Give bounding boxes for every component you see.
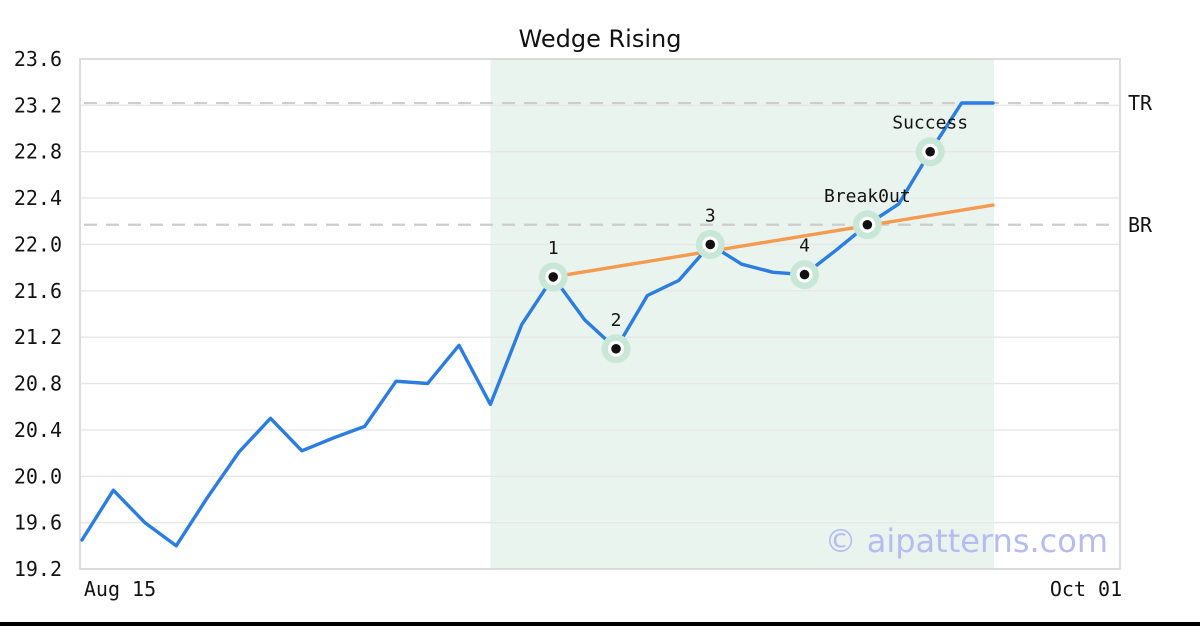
marker-dot (548, 272, 559, 282)
y-tick-label: 21.2 (14, 325, 62, 349)
annotation-label: Success (892, 113, 968, 134)
marker-dot (611, 343, 621, 354)
annotation-label: 3 (705, 205, 716, 226)
x-tick-label: Aug 15 (84, 577, 156, 601)
level-label: TR (1128, 91, 1153, 115)
y-tick-label: 22.8 (14, 140, 62, 164)
plot-border (79, 58, 1121, 570)
annotation-label: 4 (799, 236, 810, 257)
bottom-border-bar (0, 622, 1200, 626)
y-tick-label: 19.6 (14, 511, 62, 535)
y-tick-label: 21.6 (14, 279, 62, 303)
y-tick-label: 20.4 (14, 418, 62, 442)
annotation-label: Break0ut (824, 186, 911, 207)
y-tick-label: 23.2 (14, 93, 62, 117)
level-label: BR (1128, 213, 1153, 237)
watermark: © aipatterns.com (825, 522, 1108, 560)
y-tick-label: 22.0 (14, 232, 62, 256)
y-tick-label: 20.8 (14, 372, 62, 396)
annotation-label: 2 (611, 310, 622, 331)
annotation-label: 1 (548, 238, 559, 259)
y-tick-label: 19.2 (14, 557, 62, 581)
y-tick-label: 23.6 (14, 47, 62, 71)
x-tick-label: Oct 01 (1050, 577, 1122, 601)
marker-dot (799, 269, 810, 280)
marker-dot (705, 239, 716, 250)
chart-title: Wedge Rising (519, 25, 682, 53)
wedge-region (490, 59, 994, 569)
marker-dot (925, 146, 935, 157)
price-line (80, 101, 995, 548)
y-tick-label: 20.0 (14, 464, 62, 488)
marker-dot (862, 219, 873, 230)
y-tick-label: 22.4 (14, 186, 62, 210)
trendline (551, 203, 995, 279)
